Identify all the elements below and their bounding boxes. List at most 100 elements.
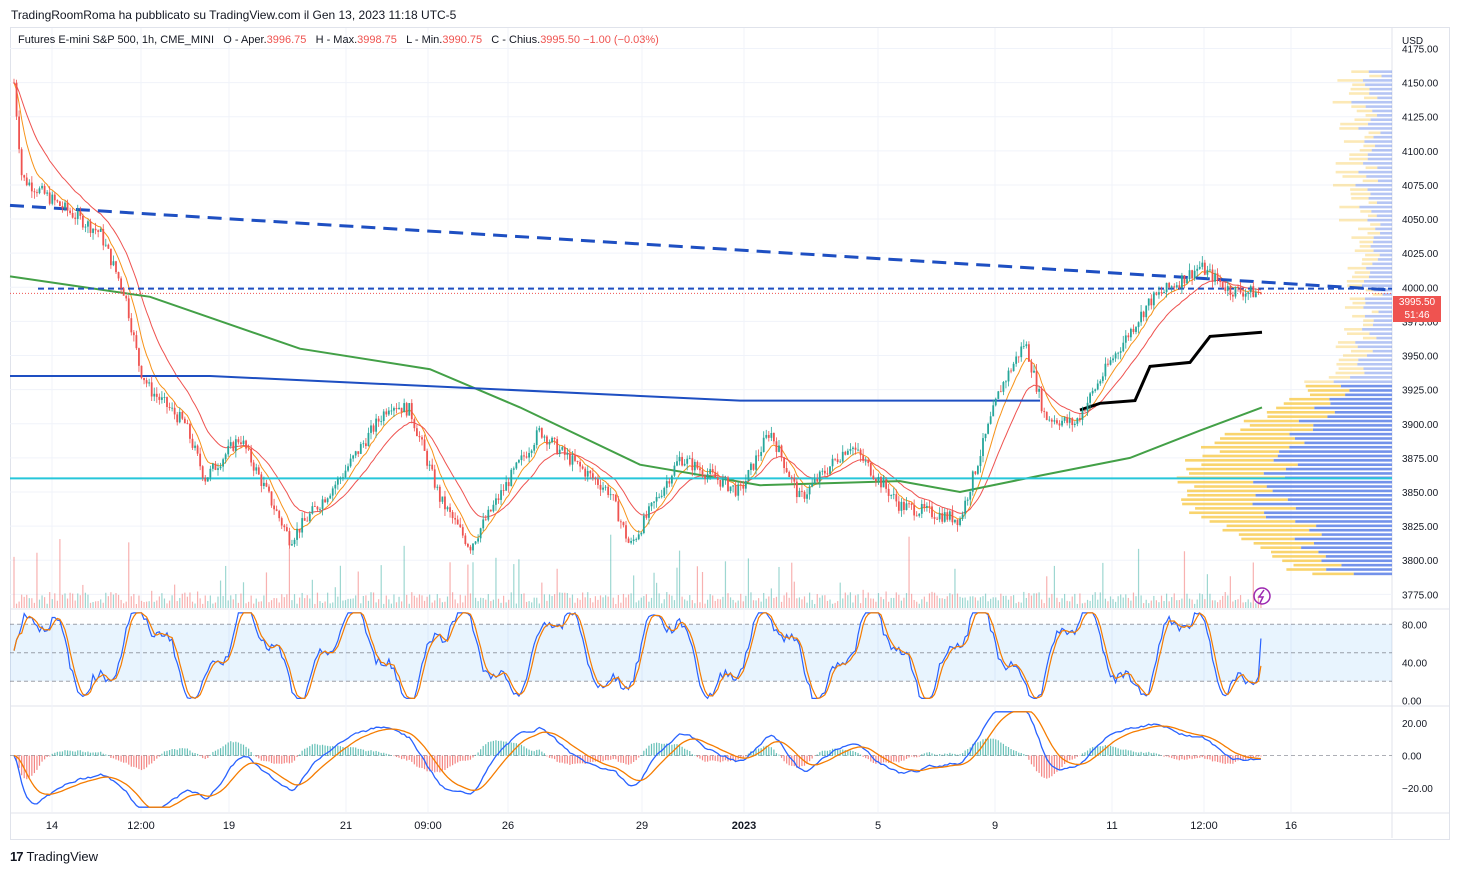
volume-bar (97, 601, 99, 608)
volume-profile-buy (1368, 122, 1392, 126)
macd-histogram-bar (775, 753, 778, 756)
volume-bar (773, 598, 775, 608)
candle-body (1165, 282, 1168, 293)
macd-histogram-bar (1143, 752, 1145, 756)
volume-bar (791, 562, 793, 608)
candle-body (61, 206, 64, 209)
tradingview-logo[interactable]: 17 TradingView (10, 849, 98, 864)
candle-body (1206, 269, 1209, 275)
volume-bar (474, 597, 477, 608)
macd-histogram-bar (151, 755, 153, 764)
volume-bar (367, 600, 370, 608)
macd-histogram-bar (875, 755, 877, 764)
time-tick-label: 29 (636, 820, 648, 832)
volume-bar (79, 595, 81, 608)
candle-body (1181, 275, 1183, 288)
volume-profile-buy (1318, 550, 1392, 554)
candle-body (1201, 262, 1204, 267)
macd-histogram-bar (41, 755, 43, 762)
macd-histogram-bar (617, 755, 619, 762)
macd-histogram-bar (84, 752, 86, 756)
volume-bar (301, 592, 303, 608)
volume-bar (1051, 593, 1053, 608)
candle-body (1066, 417, 1069, 423)
macd-histogram-bar (477, 752, 479, 756)
volume-bar (895, 592, 897, 608)
volume-profile-buy (1379, 253, 1392, 257)
candle-body (961, 514, 964, 519)
candle-body (747, 470, 750, 482)
macd-histogram-bar (474, 754, 477, 756)
macd-histogram-bar (890, 755, 892, 763)
volume-profile-buy (1253, 480, 1392, 484)
volume-bar (316, 592, 319, 608)
volume-profile-buy (1367, 157, 1392, 161)
volume-bar (347, 598, 349, 608)
candle-body (530, 450, 533, 453)
macd-histogram-bar (1130, 750, 1132, 756)
macd-histogram-bar (630, 755, 632, 764)
candle-body (974, 471, 977, 474)
volume-bar (339, 565, 341, 608)
macd-histogram-bar (574, 755, 576, 764)
candle-body (844, 451, 847, 455)
macd-histogram-bar (158, 755, 160, 757)
candle-body (826, 473, 829, 475)
volume-bar (500, 602, 502, 608)
volume-profile-sell (1337, 79, 1363, 82)
volume-profile-buy (1368, 70, 1392, 73)
candle-body (303, 518, 306, 521)
macd-histogram-bar (421, 755, 423, 769)
candle-body (461, 527, 464, 536)
candle-body (969, 491, 972, 500)
candle-body (1216, 273, 1219, 280)
volume-profile-sell (1201, 463, 1298, 467)
candle-body (941, 513, 944, 522)
volume-bar (671, 595, 673, 608)
macd-histogram-bar (390, 755, 392, 756)
candle-body (966, 499, 969, 501)
candle-body (104, 244, 107, 246)
volume-profile-buy (1373, 135, 1392, 139)
volume-bar (673, 600, 676, 608)
volume-bar (709, 594, 711, 608)
candle-body (780, 445, 783, 458)
volume-profile-buy (1369, 332, 1392, 335)
volume-bar (166, 603, 168, 608)
macd-histogram-bar (732, 755, 734, 761)
close-value: 3995.50 (540, 34, 580, 46)
price-tick-label: 4025.00 (1402, 249, 1439, 260)
candle-body (719, 479, 722, 487)
macd-histogram-bar (1219, 755, 1221, 763)
candle-body (222, 459, 224, 467)
volume-profile-buy (1350, 376, 1392, 379)
candle-body (931, 506, 933, 518)
candle-body (1147, 298, 1150, 306)
volume-bar (431, 602, 433, 608)
volume-bar (388, 599, 390, 608)
candle-body (518, 460, 520, 463)
volume-bar (801, 599, 803, 608)
candle-body (1017, 356, 1020, 358)
volume-bar (704, 603, 706, 608)
macd-histogram-bar (768, 746, 770, 756)
volume-profile-buy (1265, 515, 1392, 519)
macd-histogram-bar (112, 755, 115, 759)
volume-bar (964, 597, 966, 608)
volume-bar (418, 594, 421, 608)
volume-bar (95, 601, 97, 608)
candle-body (158, 396, 161, 400)
candle-body (589, 470, 592, 474)
candle-body (765, 434, 768, 438)
candle-body (150, 382, 153, 397)
volume-bar (327, 592, 329, 608)
volume-bar (898, 594, 900, 608)
volume-bar (436, 594, 438, 608)
candle-body (1020, 346, 1023, 358)
volume-bar (59, 539, 61, 608)
macd-histogram-bar (1089, 748, 1091, 756)
volume-bar (51, 599, 53, 608)
volume-bar (163, 598, 166, 608)
macd-histogram-bar (454, 755, 456, 764)
